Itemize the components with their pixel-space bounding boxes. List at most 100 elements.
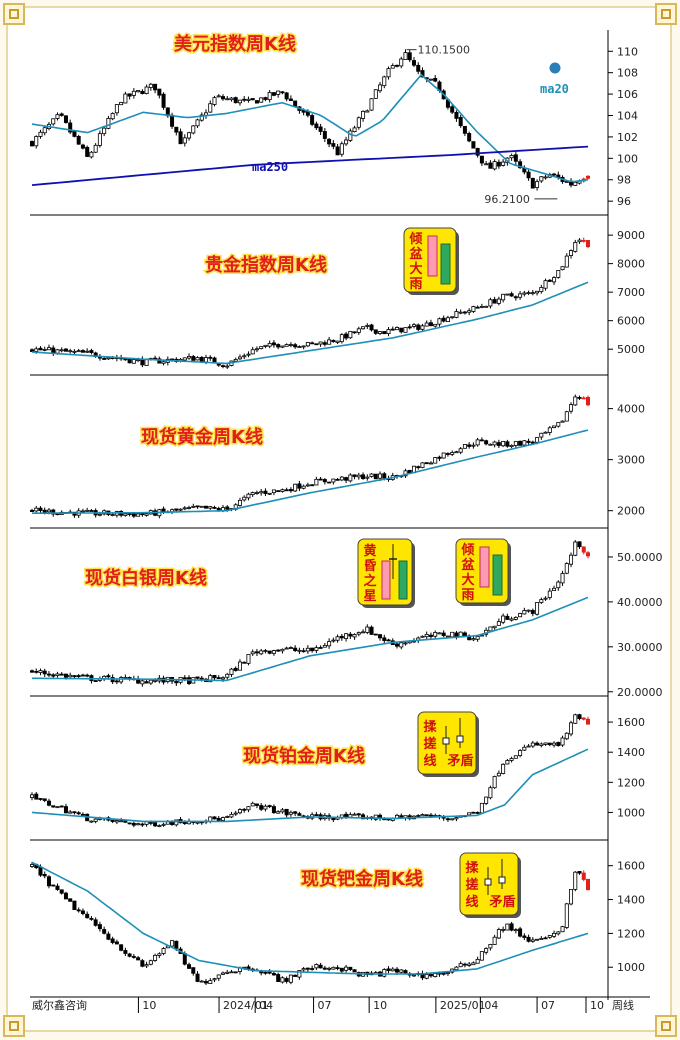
candle-body <box>399 642 404 648</box>
candle-body <box>38 507 43 511</box>
candle-body <box>170 821 175 826</box>
candle-body <box>458 448 463 453</box>
pattern-badge-char: 矛 <box>446 754 460 769</box>
candle-body <box>450 818 455 821</box>
candle-body <box>518 293 523 298</box>
candle-body <box>68 674 73 678</box>
candle-body <box>373 329 378 334</box>
candle-body <box>424 814 429 817</box>
candle-body <box>513 296 518 299</box>
candle-body <box>263 344 268 347</box>
candle-body <box>416 64 421 72</box>
candle-body <box>305 484 310 487</box>
candle-body <box>284 808 289 816</box>
candle-body <box>229 971 234 974</box>
candle-body <box>437 972 442 975</box>
candle-body <box>106 933 111 940</box>
candle-body <box>85 509 90 512</box>
candle-body <box>492 299 497 304</box>
candle-body <box>479 951 484 961</box>
candle-body <box>157 825 162 827</box>
candle-body <box>552 173 557 176</box>
candle-body <box>475 636 480 640</box>
candle-body <box>361 814 366 820</box>
candle-body <box>382 76 387 87</box>
candle-body <box>535 437 540 443</box>
candle-body <box>450 316 455 319</box>
candle-body <box>475 958 480 964</box>
candle-body <box>530 610 535 614</box>
candle-body <box>216 677 221 680</box>
pattern-badge-char: 盆 <box>408 246 423 262</box>
candle-body <box>237 809 242 814</box>
candle-body <box>174 126 179 133</box>
candle-body <box>127 953 132 957</box>
candle-body <box>395 327 400 331</box>
y-tick-label: 110 <box>617 45 638 58</box>
candle-body <box>484 163 489 166</box>
candle-body <box>569 250 574 256</box>
candle-body <box>51 347 56 354</box>
x-tick-label: 07 <box>318 999 332 1012</box>
candle-body <box>522 292 527 295</box>
candle-body <box>199 505 204 508</box>
candle-body <box>526 440 531 443</box>
candle-body <box>174 940 179 949</box>
candle-body <box>42 349 47 351</box>
candle-body <box>335 636 340 641</box>
candle-body <box>220 972 225 975</box>
candle-body <box>365 626 370 633</box>
candle-body <box>199 980 204 983</box>
ma20-line <box>32 596 589 682</box>
candle-body <box>471 962 476 966</box>
candle-body <box>182 953 187 965</box>
y-tick-label: 2000 <box>617 505 645 518</box>
candle-body <box>505 441 510 447</box>
candle-body <box>577 239 582 243</box>
candle-body <box>220 96 225 100</box>
candle-body <box>458 311 463 314</box>
candle-body <box>433 632 438 637</box>
candle-body <box>560 737 565 746</box>
candle-body <box>564 411 569 422</box>
candle-body <box>55 885 60 890</box>
candle-body <box>51 118 56 125</box>
pattern-badge-2-char: 雨 <box>461 588 474 603</box>
candle-body <box>119 102 124 106</box>
candle-body <box>505 760 510 765</box>
candle-body <box>437 456 442 459</box>
candle-body <box>267 92 272 101</box>
candle-body <box>51 509 56 515</box>
y-tick-label: 40.0000 <box>617 596 663 609</box>
candle-body <box>331 639 336 642</box>
candle-body <box>352 634 357 638</box>
candle-body <box>140 960 145 967</box>
candle-body <box>365 476 370 479</box>
candle-body <box>543 597 548 600</box>
candle-body <box>441 452 446 459</box>
x-tick-label: 10 <box>373 999 387 1012</box>
pattern-badge-char: 搓 <box>423 736 436 752</box>
candle-body <box>458 117 463 127</box>
candle-body <box>352 474 357 477</box>
candle-body <box>97 513 102 516</box>
y-tick-label: 108 <box>617 67 638 80</box>
candle-body <box>144 681 149 684</box>
candle-body <box>208 356 213 359</box>
candle-body <box>136 957 141 961</box>
candle-body <box>314 343 319 346</box>
pattern-badge-char: 盾 <box>460 753 473 769</box>
candle-body <box>361 110 366 119</box>
candle-body <box>356 632 361 635</box>
candle-body <box>63 673 68 678</box>
candle-body <box>492 161 497 170</box>
candle-body <box>424 322 429 327</box>
candle-body <box>293 344 298 348</box>
candle-body <box>344 966 349 971</box>
candle-body <box>280 345 285 348</box>
candle-body <box>373 473 378 480</box>
candle-body <box>314 478 319 486</box>
candle-body <box>89 350 94 353</box>
candle-body <box>216 508 221 511</box>
x-tick-label: 2025/01 <box>440 999 486 1012</box>
